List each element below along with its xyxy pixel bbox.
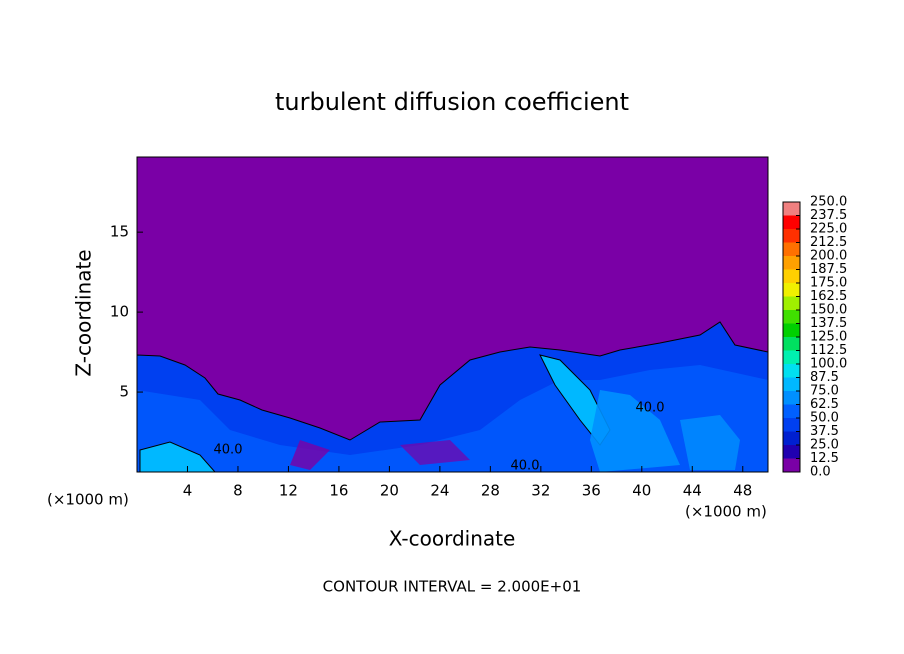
colorbar-band [783, 310, 800, 324]
colorbar-label: 175.0 [810, 276, 847, 291]
colorbar-band [783, 269, 800, 283]
y-tick-label: 10 [110, 303, 129, 321]
colorbar-band [783, 377, 800, 391]
colorbar-label: 187.5 [810, 262, 847, 277]
colorbar-band [783, 256, 800, 270]
colorbar-band [783, 283, 800, 297]
colorbar-band [783, 418, 800, 432]
colorbar-band [783, 391, 800, 405]
colorbar-label: 225.0 [810, 222, 847, 237]
colorbar-band [783, 404, 800, 418]
x-tick-label: 32 [531, 482, 550, 500]
colorbar-label: 125.0 [810, 330, 847, 345]
colorbar-label: 212.5 [810, 235, 847, 250]
field-region [400, 440, 470, 465]
colorbar-label: 162.5 [810, 289, 847, 304]
colorbar-band [783, 445, 800, 459]
colorbar-band [783, 242, 800, 256]
colorbar-band [783, 364, 800, 378]
plot-frame [136, 156, 769, 473]
colorbar-band [783, 350, 800, 364]
y-axis-label: Z-coordinate [72, 249, 96, 376]
x-tick-label: 36 [582, 482, 601, 500]
x-tick-label: 12 [279, 482, 298, 500]
x-axis-label: X-coordinate [389, 527, 516, 551]
colorbar-band [783, 458, 800, 472]
colorbar-label: 250.0 [810, 195, 847, 210]
chart-title: turbulent diffusion coefficient [275, 88, 629, 116]
colorbar-label: 50.0 [810, 411, 839, 426]
x-tick-label: 8 [233, 482, 243, 500]
contour-label: 40.0 [636, 401, 665, 416]
contour-label: 40.0 [214, 443, 243, 458]
colorbar-label: 12.5 [810, 451, 839, 466]
colorbar-band [783, 229, 800, 243]
colorbar-label: 150.0 [810, 303, 847, 318]
colorbar-label: 0.0 [810, 465, 831, 480]
field-region [680, 415, 740, 470]
x-tick-label: 28 [481, 482, 500, 500]
field-region [290, 440, 330, 470]
x-tick-label: 44 [683, 482, 702, 500]
colorbar-label: 200.0 [810, 249, 847, 264]
colorbar-label: 75.0 [810, 384, 839, 399]
colorbar-label: 37.5 [810, 424, 839, 439]
x-tick-label: 4 [183, 482, 193, 500]
field-region [139, 441, 217, 473]
x-tick-label: 40 [632, 482, 651, 500]
colorbar-label: 87.5 [810, 370, 839, 385]
colorbar-band [783, 215, 800, 229]
colorbar-band [783, 337, 800, 351]
y-tick-label: 5 [119, 383, 129, 401]
colorbar-band [783, 431, 800, 445]
colorbar-label: 62.5 [810, 397, 839, 412]
y-tick-label: 15 [110, 223, 129, 241]
colorbar-band [783, 202, 800, 216]
colorbar-band [783, 323, 800, 337]
colorbar-label: 100.0 [810, 357, 847, 372]
contour-label: 40.0 [511, 459, 540, 474]
x-tick-label: 48 [733, 482, 752, 500]
field-region [590, 390, 680, 472]
x-tick-label: 20 [380, 482, 399, 500]
x-unit-label: (×1000 m) [685, 503, 767, 521]
x-tick-label: 16 [329, 482, 348, 500]
x-tick-label: 24 [430, 482, 449, 500]
x-unit-label: (×1000 m) [47, 491, 129, 509]
colorbar-label: 25.0 [810, 438, 839, 453]
colorbar-label: 137.5 [810, 316, 847, 331]
colorbar-label: 237.5 [810, 208, 847, 223]
colorbar-label: 112.5 [810, 343, 847, 358]
colorbar-band [783, 296, 800, 310]
footnote: CONTOUR INTERVAL = 2.000E+01 [323, 578, 582, 596]
